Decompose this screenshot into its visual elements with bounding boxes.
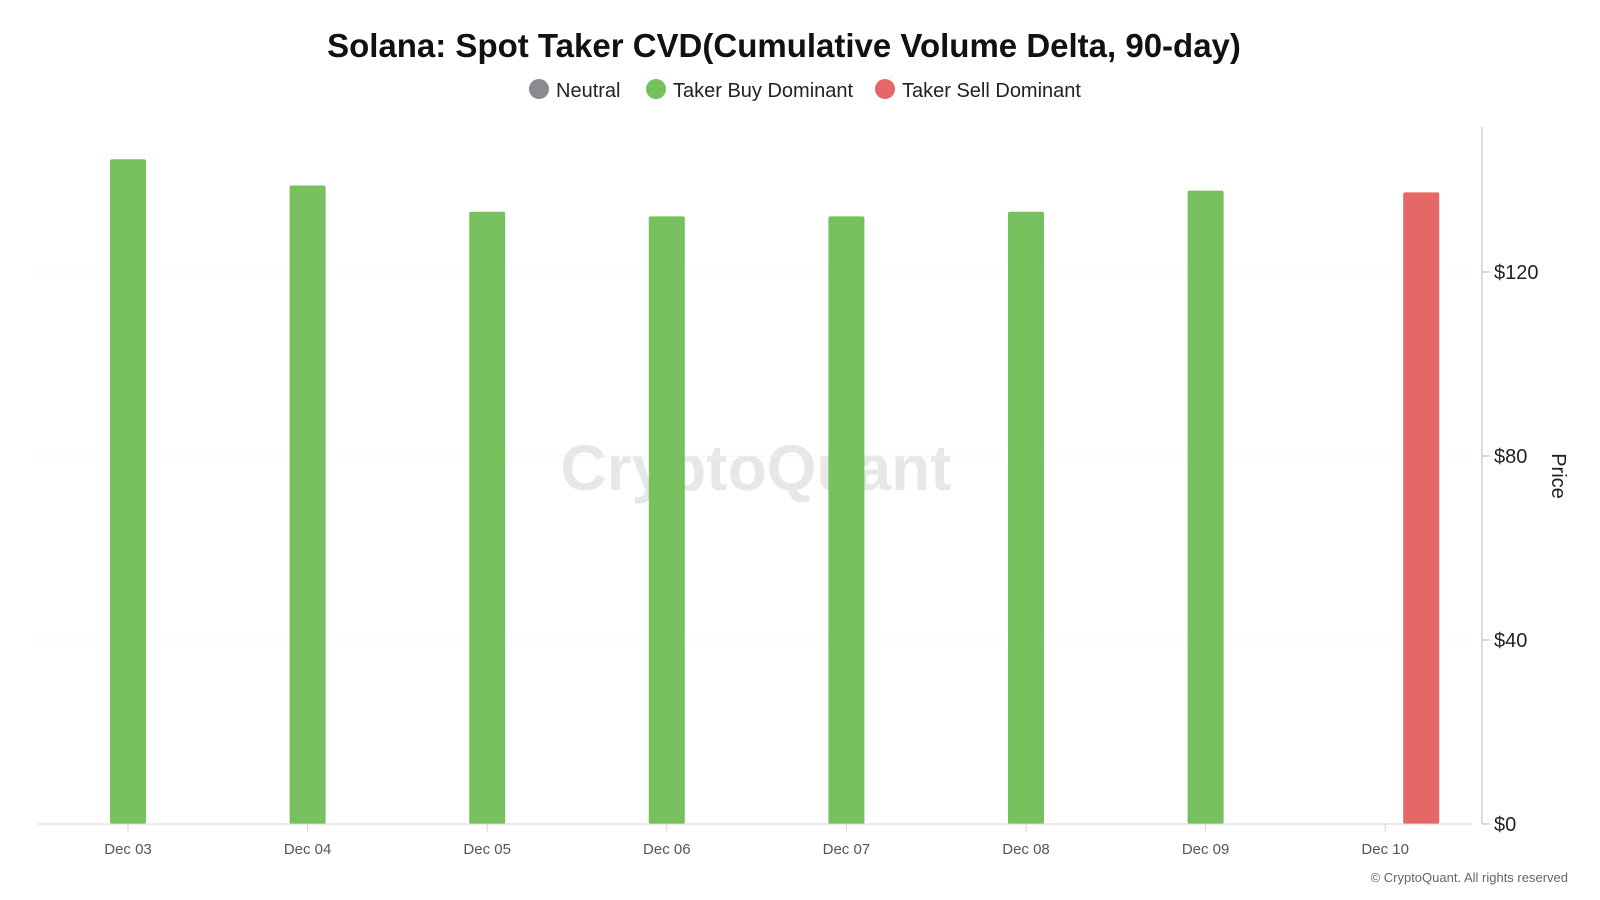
grid-lines <box>38 271 1472 641</box>
x-tick-label: Dec 08 <box>1002 841 1050 858</box>
bar-dec-04[interactable] <box>289 185 326 824</box>
bar-dec-10[interactable] <box>1403 192 1440 825</box>
copyright-text: © CryptoQuant. All rights reserved <box>1371 870 1568 885</box>
y-tick-label: $120 <box>1494 262 1539 284</box>
bar-series <box>110 159 1440 825</box>
x-tick-label: Dec 05 <box>463 841 511 858</box>
legend-label-taker-sell-dominant[interactable]: Taker Sell Dominant <box>902 80 1081 102</box>
y-tick-label: $80 <box>1494 446 1527 468</box>
y-axis-ticks: $0 $40 $80 $120 <box>1482 262 1539 836</box>
legend-marker-neutral[interactable] <box>529 79 549 99</box>
legend-label-taker-buy-dominant[interactable]: Taker Buy Dominant <box>673 80 854 102</box>
x-axis-ticks: Dec 03 Dec 04 Dec 05 Dec 06 Dec 07 Dec 08 Dec … <box>104 824 1409 858</box>
legend-marker-taker-sell-dominant[interactable] <box>875 79 895 99</box>
bar-dec-07[interactable] <box>828 216 865 825</box>
chart-title: Solana: Spot Taker CVD(Cumulative Volume… <box>327 27 1241 64</box>
x-tick-label: Dec 07 <box>823 841 871 858</box>
bar-dec-05[interactable] <box>469 211 506 825</box>
bar-dec-06[interactable] <box>648 216 685 825</box>
x-tick-label: Dec 04 <box>284 841 332 858</box>
bar-dec-03[interactable] <box>110 159 146 825</box>
bar-dec-08[interactable] <box>1008 211 1044 825</box>
legend-label-neutral[interactable]: Neutral <box>556 80 620 102</box>
x-tick-label: Dec 06 <box>643 841 691 858</box>
bar-dec-09[interactable] <box>1187 190 1224 824</box>
legend-marker-taker-buy-dominant[interactable] <box>646 79 666 99</box>
x-tick-label: Dec 10 <box>1361 841 1409 858</box>
x-tick-label: Dec 03 <box>104 841 152 858</box>
y-tick-label: $0 <box>1494 814 1516 836</box>
watermark-logo: CryptoQuant <box>560 432 951 504</box>
x-tick-label: Dec 09 <box>1182 841 1230 858</box>
y-tick-label: $40 <box>1494 630 1527 652</box>
legend: Neutral Taker Buy Dominant Taker Sell Domi… <box>529 79 1081 102</box>
y-axis-title: Price <box>1547 453 1569 499</box>
